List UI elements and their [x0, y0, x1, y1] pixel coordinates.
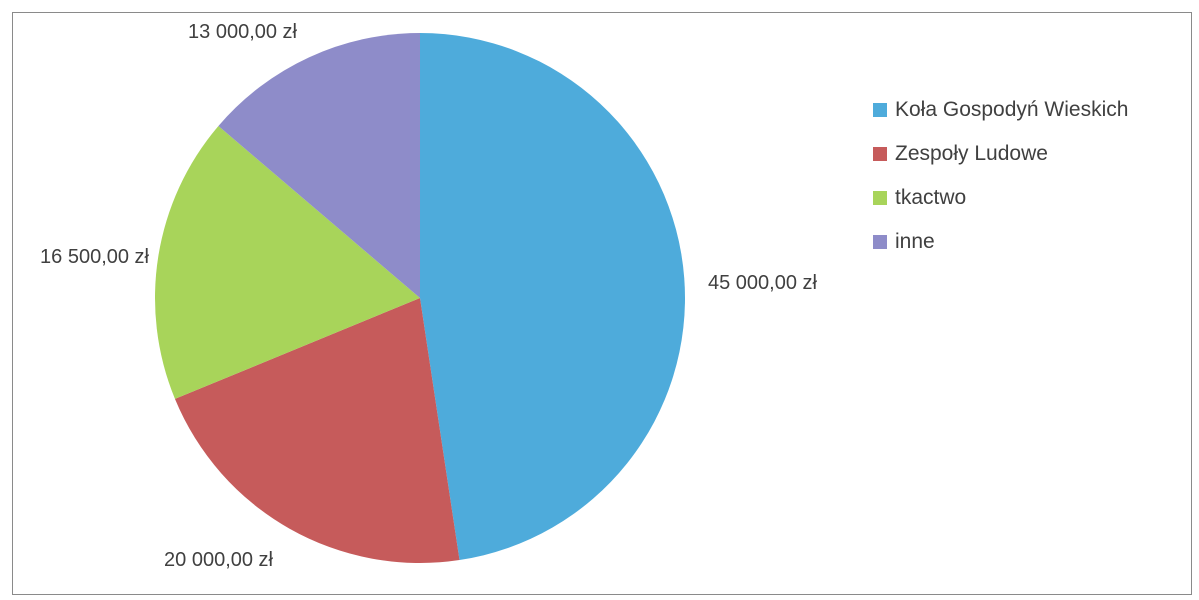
legend-label: Koła Gospodyń Wieskich: [895, 98, 1129, 121]
legend-item-tkactwo: tkactwo: [873, 176, 1128, 220]
pie-slice: [154, 125, 420, 399]
data-label: 13 000,00 zł: [188, 21, 298, 43]
data-label: 45 000,00 zł: [708, 272, 818, 294]
legend-item-zespoly-ludowe: Zespoły Ludowe: [873, 132, 1128, 176]
legend-swatch: [873, 103, 887, 117]
pie-slice: [218, 33, 420, 298]
legend-label: Zespoły Ludowe: [895, 142, 1048, 165]
legend-swatch: [873, 235, 887, 249]
legend-label: tkactwo: [895, 186, 967, 209]
legend-label: inne: [895, 230, 935, 253]
legend-swatch: [873, 147, 887, 161]
legend: Koła Gospodyń Wieskich Zespoły Ludowe tk…: [873, 88, 1128, 264]
legend-item-kola-gospodyn: Koła Gospodyń Wieskich: [873, 88, 1128, 132]
data-label: 20 000,00 zł: [164, 549, 274, 571]
legend-item-inne: inne: [873, 220, 1128, 264]
data-label: 16 500,00 zł: [40, 246, 150, 268]
legend-swatch: [873, 191, 887, 205]
pie-slice: [174, 298, 460, 563]
pie-slice: [420, 33, 686, 561]
